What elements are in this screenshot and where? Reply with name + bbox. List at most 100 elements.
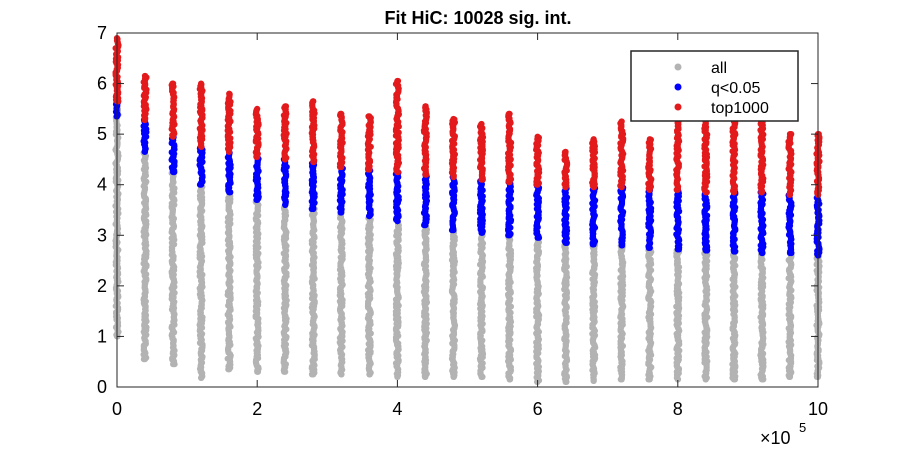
x-tick-label: 0 bbox=[112, 399, 122, 419]
point bbox=[254, 196, 261, 203]
point bbox=[422, 222, 429, 229]
point bbox=[506, 179, 513, 186]
point bbox=[786, 191, 794, 198]
point bbox=[618, 242, 625, 249]
point bbox=[366, 371, 373, 378]
point bbox=[310, 158, 317, 166]
point bbox=[141, 356, 149, 363]
point bbox=[338, 209, 345, 216]
point bbox=[394, 169, 401, 176]
x-exponent-label: ×10 5 bbox=[760, 420, 806, 448]
legend-label: all bbox=[711, 60, 727, 77]
point bbox=[702, 247, 709, 254]
point bbox=[730, 189, 738, 196]
legend-label: top1000 bbox=[711, 100, 769, 117]
point bbox=[702, 189, 709, 196]
point bbox=[141, 116, 149, 124]
point bbox=[674, 246, 681, 253]
point bbox=[366, 113, 373, 120]
point bbox=[422, 103, 429, 110]
point bbox=[170, 80, 177, 87]
x-tick-label: 10 bbox=[808, 399, 828, 419]
point bbox=[478, 229, 485, 236]
point bbox=[758, 249, 766, 257]
point bbox=[141, 148, 149, 155]
point bbox=[618, 118, 625, 125]
point bbox=[646, 186, 653, 193]
point bbox=[702, 376, 709, 383]
point bbox=[198, 374, 205, 381]
point bbox=[506, 376, 513, 383]
point bbox=[506, 110, 513, 117]
y-tick-label: 3 bbox=[97, 225, 107, 245]
point bbox=[450, 373, 457, 380]
point bbox=[394, 77, 401, 85]
point bbox=[282, 368, 289, 375]
point bbox=[730, 376, 738, 383]
point bbox=[506, 232, 513, 239]
point bbox=[478, 120, 485, 128]
point bbox=[562, 378, 569, 385]
x-exponent-power: 5 bbox=[799, 420, 806, 435]
y-tick-label: 1 bbox=[97, 326, 107, 346]
x-tick-label: 6 bbox=[533, 399, 543, 419]
point bbox=[366, 166, 373, 173]
point bbox=[534, 181, 541, 188]
point bbox=[450, 174, 457, 181]
point bbox=[590, 241, 597, 248]
legend-marker bbox=[674, 103, 682, 111]
point bbox=[282, 201, 289, 208]
point bbox=[310, 98, 317, 105]
x-exponent-base: ×10 bbox=[760, 428, 791, 448]
x-tick-label: 4 bbox=[392, 399, 402, 419]
point bbox=[478, 176, 485, 183]
x-tick-label: 8 bbox=[673, 399, 683, 419]
point bbox=[366, 213, 373, 220]
chart-title: Fit HiC: 10028 sig. int. bbox=[384, 8, 571, 28]
plot-area bbox=[112, 35, 823, 385]
y-tick-label: 4 bbox=[97, 175, 107, 195]
point bbox=[141, 72, 149, 80]
point bbox=[758, 376, 766, 383]
point bbox=[338, 371, 345, 378]
point bbox=[226, 189, 233, 196]
point bbox=[338, 163, 345, 171]
y-tick-label: 6 bbox=[97, 74, 107, 94]
point bbox=[590, 184, 597, 191]
point bbox=[226, 148, 233, 155]
point bbox=[198, 143, 205, 150]
point bbox=[310, 371, 317, 378]
point bbox=[562, 148, 569, 155]
y-tick-label: 7 bbox=[97, 23, 107, 43]
point bbox=[282, 103, 289, 110]
point bbox=[282, 156, 289, 163]
point bbox=[394, 218, 401, 225]
point bbox=[786, 249, 794, 257]
point bbox=[730, 248, 738, 255]
point bbox=[646, 244, 653, 251]
point bbox=[562, 184, 569, 191]
point bbox=[562, 239, 569, 246]
point bbox=[534, 133, 541, 140]
point bbox=[198, 80, 205, 87]
point bbox=[786, 131, 794, 138]
point bbox=[226, 366, 233, 373]
point bbox=[254, 105, 261, 112]
point bbox=[422, 373, 429, 380]
point bbox=[394, 373, 401, 380]
point bbox=[170, 169, 177, 176]
point bbox=[254, 153, 261, 160]
point bbox=[170, 361, 177, 368]
series-q-0-05 bbox=[112, 98, 823, 259]
point bbox=[786, 373, 794, 380]
point bbox=[226, 90, 233, 97]
point bbox=[450, 227, 457, 234]
point bbox=[646, 376, 653, 383]
series-all bbox=[112, 100, 823, 385]
x-tick-label: 2 bbox=[252, 399, 262, 419]
point bbox=[450, 115, 457, 123]
point bbox=[646, 136, 653, 143]
point bbox=[422, 171, 429, 178]
